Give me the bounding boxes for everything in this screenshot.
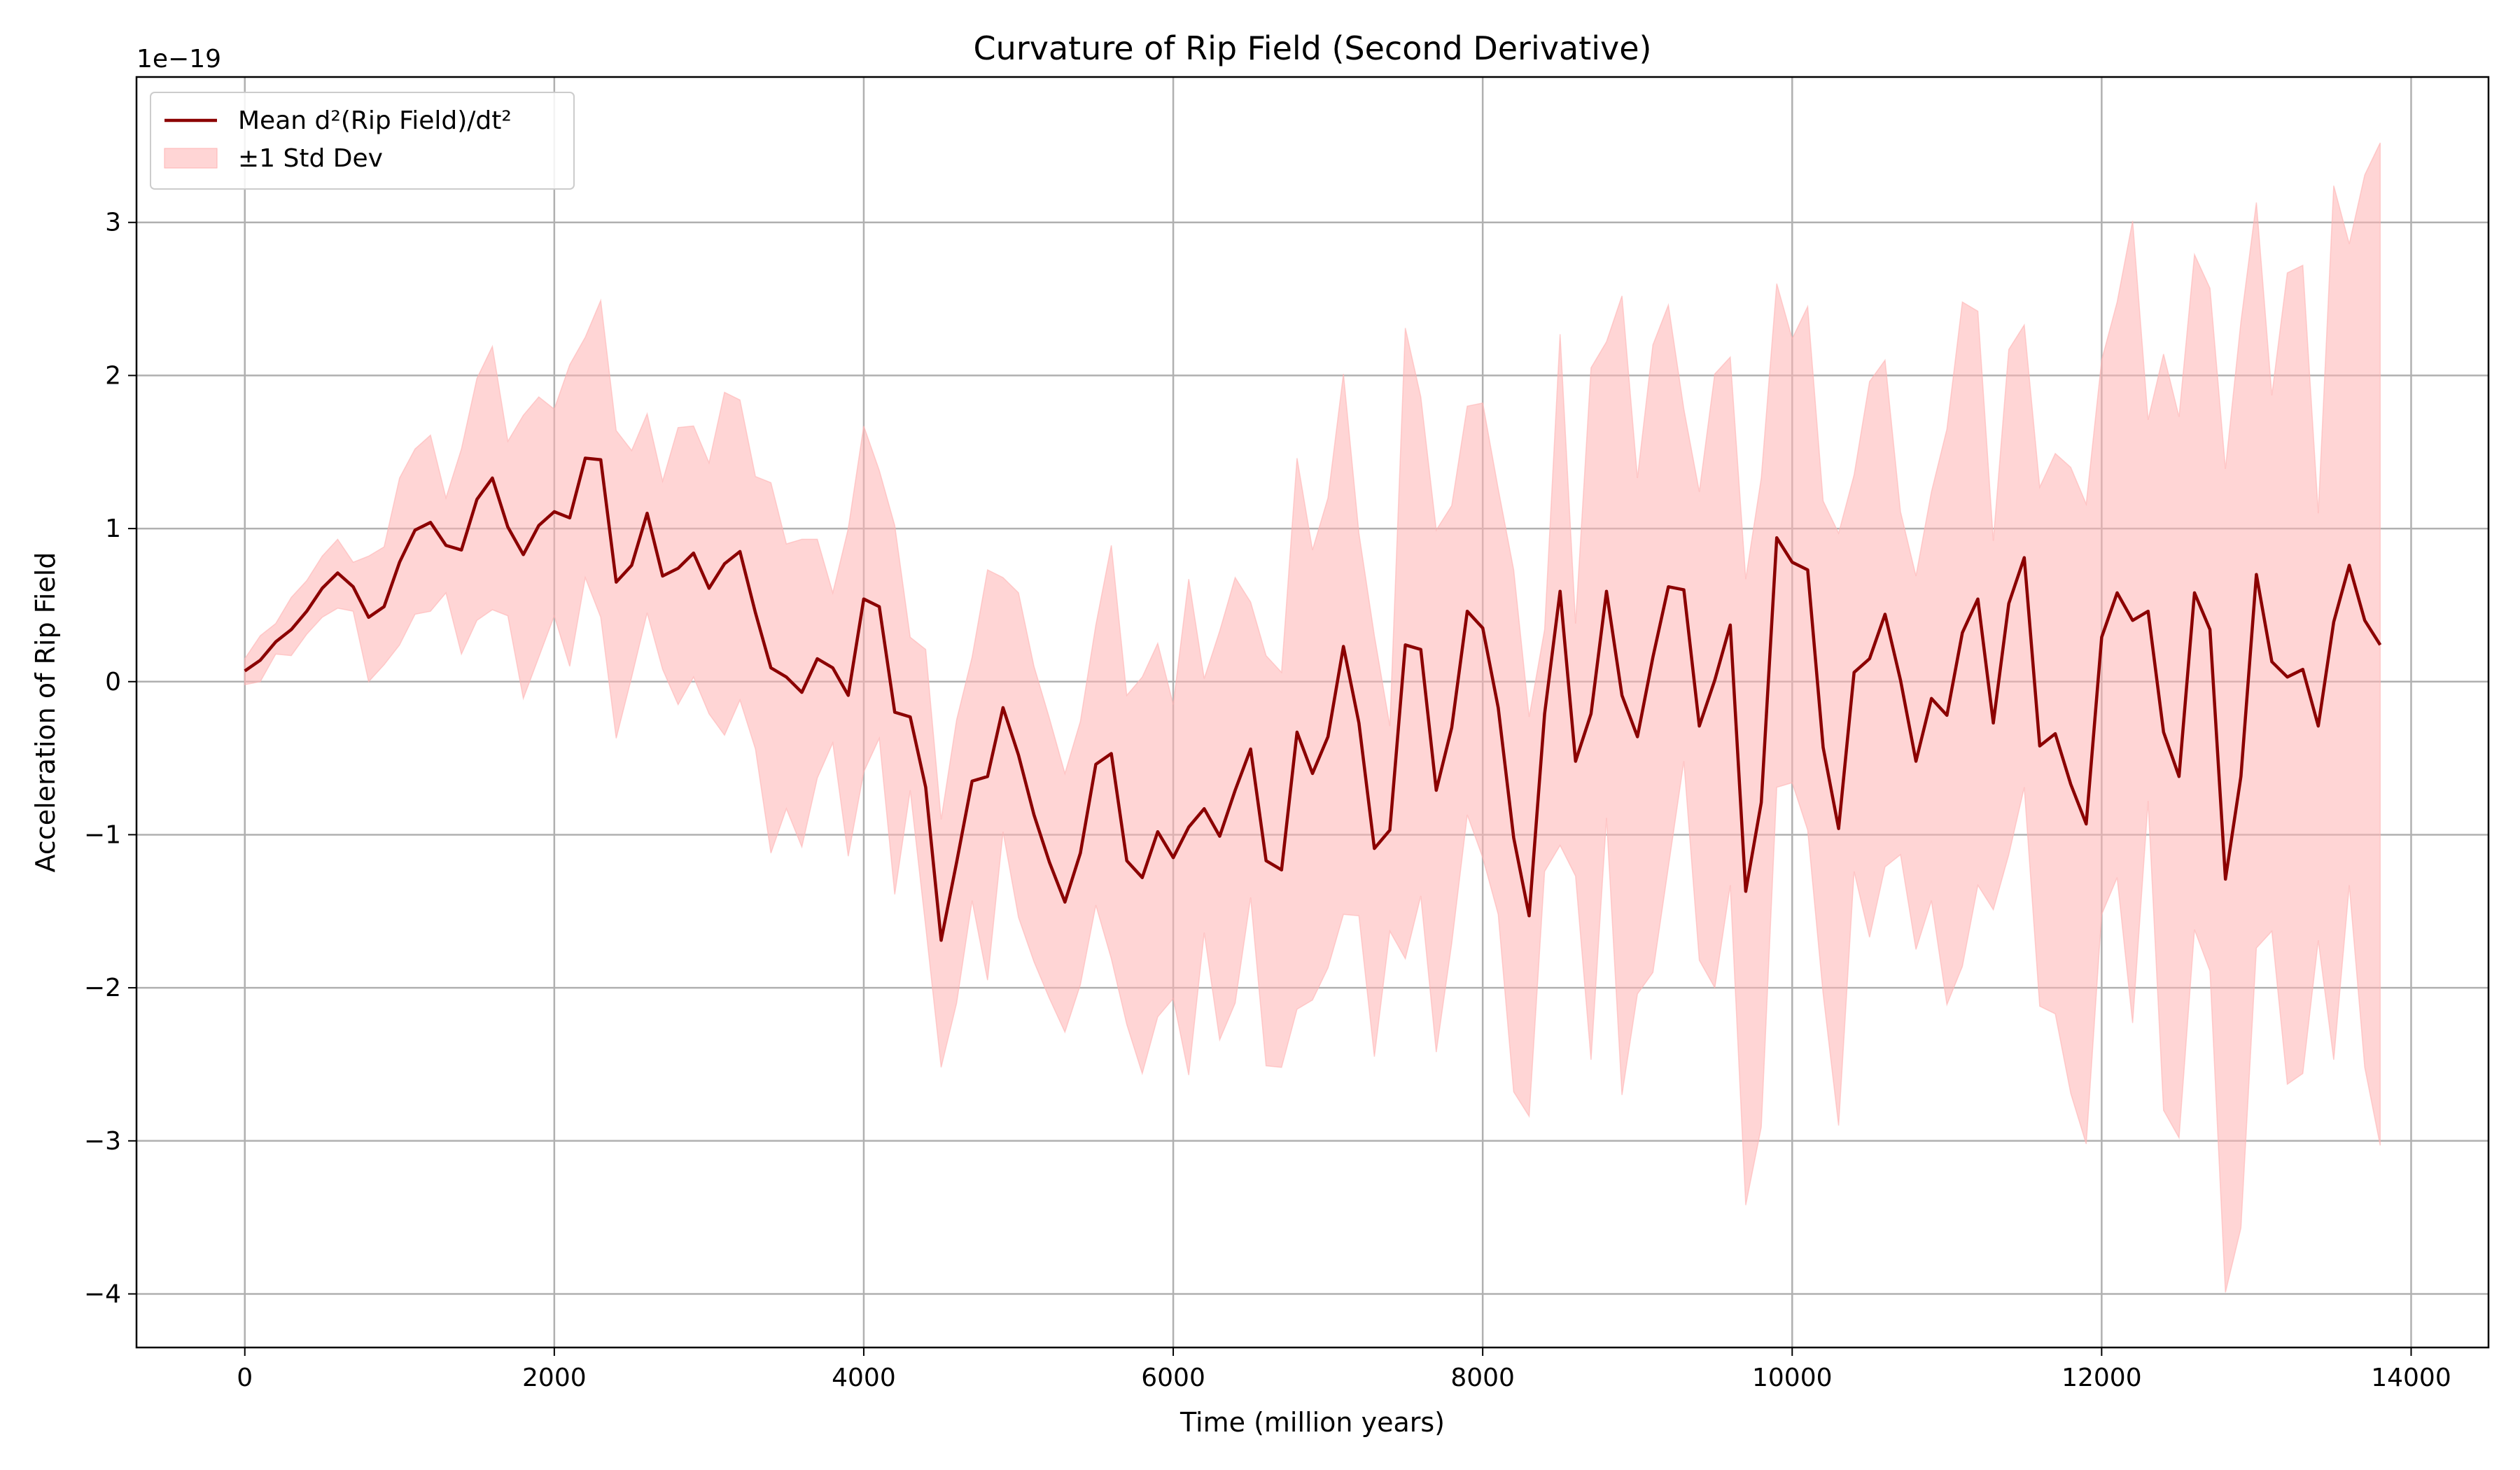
x-tick-label: 10000 bbox=[1752, 1364, 1833, 1392]
x-tick-label: 12000 bbox=[2062, 1364, 2142, 1392]
y-tick-labels: −4 −3 −2 −1 0 1 2 3 bbox=[84, 209, 121, 1309]
y-tick-label: −1 bbox=[84, 820, 121, 849]
plot-frame bbox=[135, 76, 2490, 1349]
tick-marks bbox=[128, 221, 2412, 1356]
x-tick-label: 6000 bbox=[1141, 1364, 1205, 1392]
y-axis-label: Acceleration of Rip Field bbox=[30, 552, 61, 873]
std-band-layer bbox=[244, 142, 2381, 1293]
y-tick-label: 2 bbox=[105, 361, 121, 390]
x-tick-labels: 0 2000 4000 6000 8000 10000 12000 14000 bbox=[237, 1364, 2451, 1392]
y-tick-label: −2 bbox=[84, 974, 121, 1002]
legend-box bbox=[150, 92, 575, 190]
legend-label-std: ±1 Std Dev bbox=[238, 144, 383, 173]
x-tick-label: 2000 bbox=[522, 1364, 587, 1392]
legend-label-mean: Mean d²(Rip Field)/dt² bbox=[238, 106, 512, 135]
y-tick-label: 0 bbox=[105, 668, 121, 696]
y-tick-label: 3 bbox=[105, 209, 121, 237]
y-tick-label: 1 bbox=[105, 514, 121, 543]
std-band bbox=[244, 142, 2381, 1293]
chart-title: Curvature of Rip Field (Second Derivativ… bbox=[974, 29, 1652, 67]
x-tick-label: 8000 bbox=[1450, 1364, 1515, 1392]
x-tick-label: 4000 bbox=[832, 1364, 896, 1392]
mean-line bbox=[244, 456, 2382, 942]
y-tick-label: −4 bbox=[84, 1280, 121, 1308]
y-offset-text: 1e−19 bbox=[136, 45, 221, 74]
y-tick-label: −3 bbox=[84, 1127, 121, 1156]
legend[interactable]: Mean d²(Rip Field)/dt² ±1 Std Dev bbox=[150, 92, 575, 190]
mean-line-layer bbox=[244, 456, 2382, 942]
x-axis-label: Time (million years) bbox=[1180, 1407, 1445, 1438]
x-tick-label: 0 bbox=[237, 1364, 253, 1392]
x-tick-label: 14000 bbox=[2371, 1364, 2451, 1392]
legend-band-swatch bbox=[164, 148, 218, 169]
